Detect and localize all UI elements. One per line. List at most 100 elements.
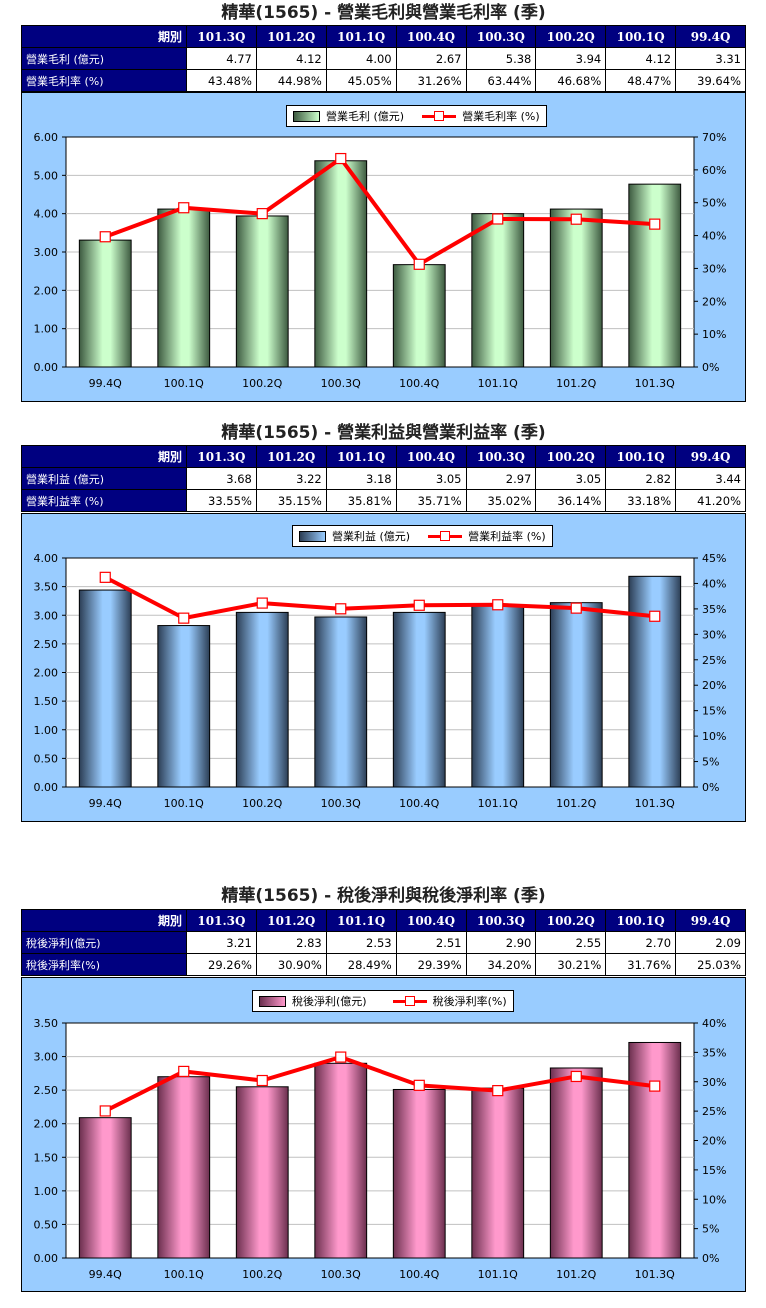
y-right-tick-label: 35% [702,1046,726,1059]
table-cell: 30.90% [255,953,327,976]
period-column-header: 100.4Q [395,445,467,468]
table-cell: 2.97 [465,467,537,490]
table-cell: 25.03% [675,953,746,976]
chart-title: 精華(1565) - 稅後淨利與稅後淨利率 (季) [221,886,546,906]
table-row: 營業利益 (億元) 3.68 3.22 3.18 3.05 2.97 3.05 2.82 3.4… [21,467,746,490]
period-column-header: 101.2Q [255,445,327,468]
period-column-header: 100.4Q [395,909,467,932]
period-column-header: 100.2Q [535,25,607,48]
y-left-tick-label: 2.50 [34,1084,59,1097]
table-cell: 3.31 [675,47,746,70]
bar [78,1117,132,1259]
bar [157,1076,211,1259]
y-left-tick-label: 5.00 [34,169,59,182]
table-cell: 41.20% [675,489,746,512]
table-cell: 31.26% [395,69,467,92]
x-tick-label: 100.3Q [321,377,361,390]
x-tick-label: 100.1Q [164,797,204,810]
bar [628,575,682,788]
chart-svg: 0.00 0.50 1.00 1.50 2.00 2.50 3.00 3.50 4.00 0% 5%… [34,552,727,810]
bar [392,611,446,788]
x-tick-label: 101.2Q [556,377,596,390]
bar [314,1062,368,1259]
table-cell: 34.20% [465,953,537,976]
line-marker [492,599,504,611]
row-label: 稅後淨利(億元) [21,931,187,954]
x-tick-label: 100.1Q [164,377,204,390]
x-tick-label: 101.3Q [635,377,675,390]
line-marker [492,1085,504,1097]
x-tick-label: 101.1Q [478,797,518,810]
line-legend-marker-icon [392,995,427,1007]
table-cell: 2.83 [255,931,327,954]
period-column-header: 99.4Q [675,909,746,932]
table-cell: 33.55% [186,489,257,512]
table-cell: 43.48% [186,69,257,92]
y-right-tick-label: 40% [702,577,726,590]
chart-svg: 0.00 0.50 1.00 1.50 2.00 2.50 3.00 3.50 0% 5% 10% 1… [34,1017,727,1281]
table-header-row: 期別 101.3Q 101.2Q 101.1Q 100.4Q 100.3Q 100.2Q 10… [21,25,746,48]
line-marker [335,1051,347,1063]
table-cell: 35.15% [255,489,327,512]
line-marker [413,1079,425,1091]
table-cell: 46.68% [535,69,607,92]
y-left-tick-label: 1.00 [34,323,59,336]
table-cell: 28.49% [325,953,397,976]
net-income-chart: 0.00 0.50 1.00 1.50 2.00 2.50 3.00 3.50 0% 5% 10% 1… [21,977,746,1292]
x-tick-label: 100.1Q [164,1268,204,1281]
period-column-header: 100.1Q [605,25,677,48]
bar [549,602,603,788]
bar-legend-label: 營業毛利 (億元) [326,110,405,123]
bar [235,1086,289,1259]
table-row: 稅後淨利率(%) 29.26% 30.90% 28.49% 29.39% 34.20% 30… [21,953,746,976]
y-right-tick-label: 25% [702,1105,726,1118]
y-left-tick-label: 0.00 [34,361,59,374]
row-label: 營業毛利 (億元) [21,47,187,70]
period-column-header: 101.2Q [255,25,327,48]
table-cell: 48.47% [605,69,677,92]
period-column-header: 100.2Q [535,445,607,468]
table-cell: 3.44 [675,467,746,490]
bar-legend-label: 營業利益 (億元) [332,530,411,543]
table-cell: 35.71% [395,489,467,512]
period-column-header: 100.3Q [465,909,537,932]
bar [78,239,132,368]
table-cell: 4.77 [186,47,257,70]
y-left-tick-label: 3.00 [34,1051,59,1064]
period-column-header: 100.4Q [395,25,467,48]
y-left-tick-label: 0.00 [34,1252,59,1265]
y-right-tick-label: 25% [702,654,726,667]
ratio-line [104,1055,655,1113]
table-cell: 29.39% [395,953,467,976]
table-cell: 63.44% [465,69,537,92]
table-cell: 35.81% [325,489,397,512]
x-tick-label: 99.4Q [89,797,122,810]
y-right-tick-label: 15% [702,705,726,718]
table-cell: 3.05 [395,467,467,490]
table-cell: 3.68 [186,467,257,490]
table-row: 營業利益率 (%) 33.55% 35.15% 35.81% 35.71% 35.02% 3… [21,489,746,512]
y-right-tick-label: 30% [702,628,726,641]
line-marker [570,213,582,225]
line-marker [335,152,347,165]
line-marker [413,258,425,270]
y-right-tick-label: 40% [702,230,726,243]
chart-svg: 0.00 1.00 2.00 3.00 4.00 5.00 6.00 0% 10% 20% 30% 4… [34,131,727,390]
period-column-header: 101.1Q [325,25,397,48]
x-tick-label: 100.4Q [399,1268,439,1281]
chart-legend: 營業毛利 (億元) 營業毛利率 (%) [286,105,547,127]
bar [235,611,289,788]
table-cell: 2.53 [325,931,397,954]
period-column-header: 100.1Q [605,909,677,932]
x-tick-label: 100.2Q [242,377,282,390]
ratio-line [104,156,655,267]
bar [628,183,682,368]
y-left-tick-label: 3.50 [34,1017,59,1030]
y-right-tick-label: 0% [702,781,719,794]
line-marker [178,612,190,624]
bar [235,215,289,368]
table-cell: 5.38 [465,47,537,70]
y-right-tick-label: 45% [702,552,726,565]
y-left-tick-label: 1.50 [34,1151,59,1164]
bar [78,589,132,788]
